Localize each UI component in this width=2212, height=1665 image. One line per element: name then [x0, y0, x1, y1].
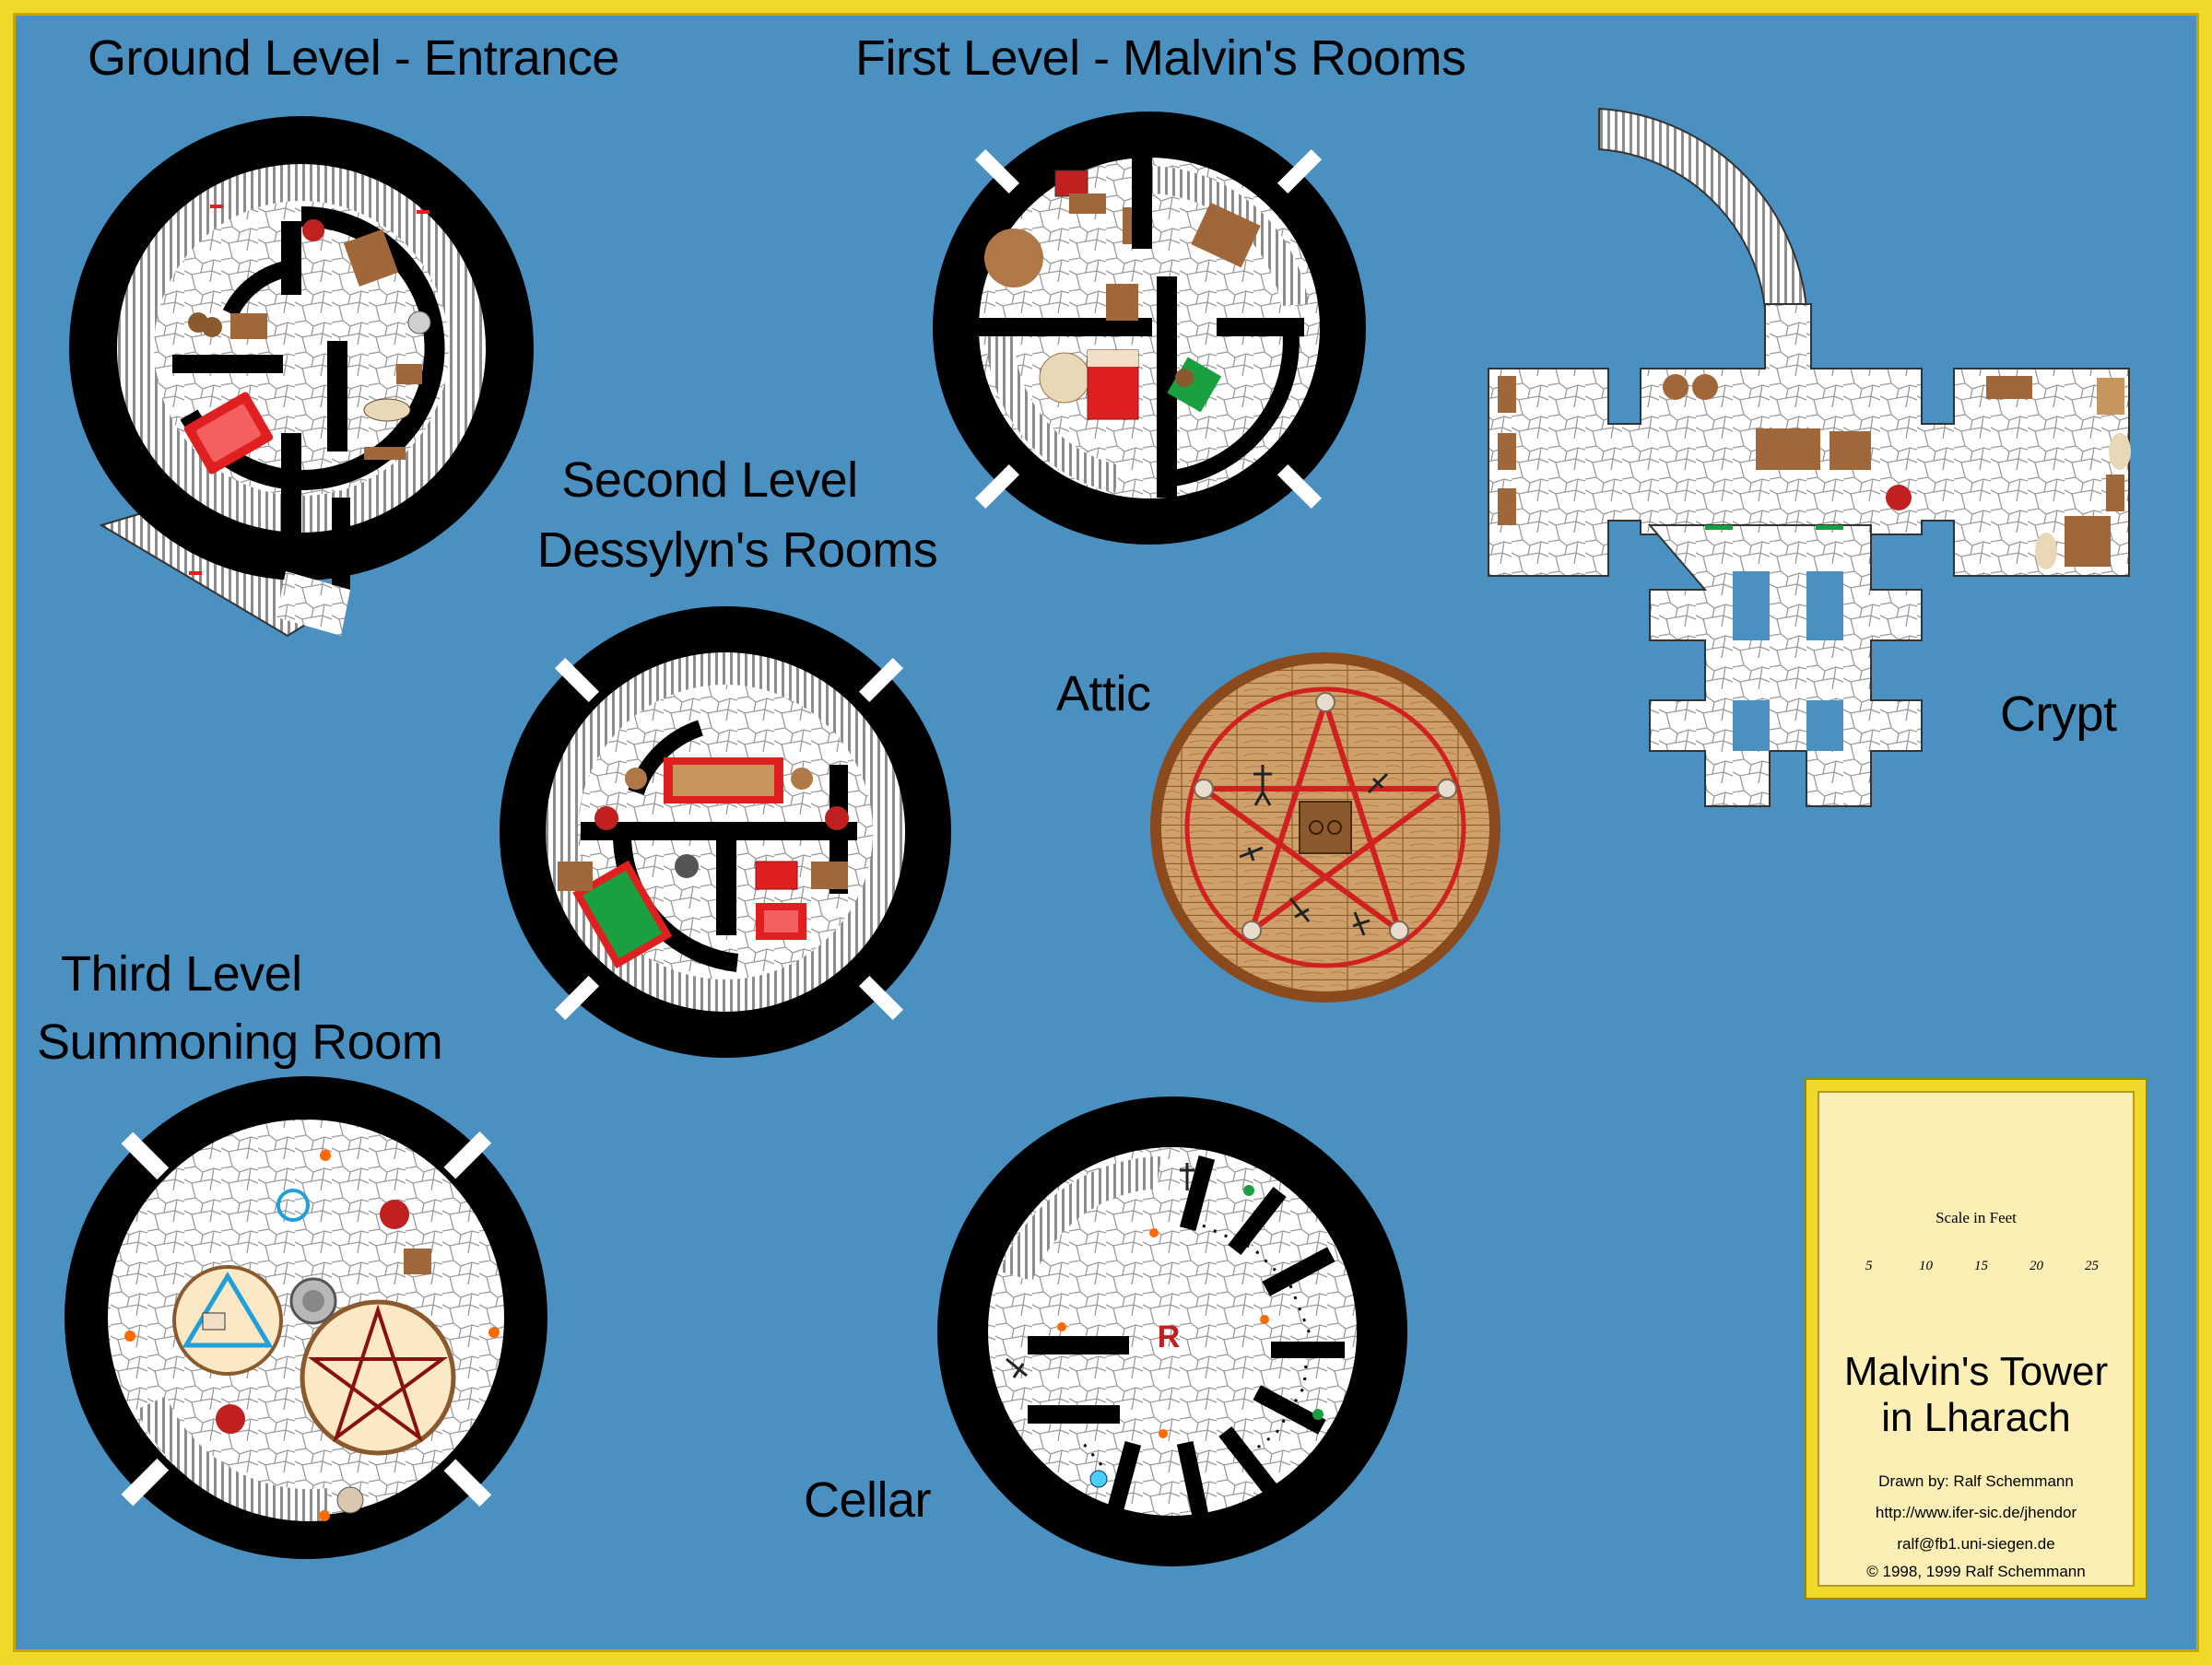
author-url[interactable]: http://www.ifer-sic.de/jhendor	[1875, 1504, 2077, 1521]
skeleton-icon	[1239, 765, 1389, 936]
scale-tick: 25	[2085, 1259, 2099, 1273]
second-level-map	[500, 606, 951, 1058]
first-level-map	[933, 111, 1366, 545]
scale-tick: 10	[1919, 1259, 1933, 1273]
crypt-map	[1488, 107, 2131, 807]
scale-tick: 5	[1865, 1259, 1873, 1273]
rune-mark: R	[1158, 1319, 1181, 1354]
scale-tick: 15	[1974, 1259, 1988, 1273]
fire-icon	[124, 1150, 500, 1521]
legend-panel: Scale in Feet 5 10 15 20 25 Malvin's Tow…	[1805, 1078, 2147, 1600]
scale-label: Scale in Feet	[1936, 1209, 2017, 1226]
label-attic: Attic	[1056, 666, 1151, 721]
legend-title-line2: in Lharach	[1881, 1395, 2071, 1440]
label-third-line1: Third Level	[61, 946, 302, 1002]
scale-ticks: 5 10 15 20 25	[1847, 1259, 2124, 1281]
drawn-by: Drawn by: Ralf Schemmann	[1878, 1472, 2074, 1490]
third-level-map	[65, 1076, 547, 1559]
label-crypt: Crypt	[2000, 686, 2117, 742]
triangle-icon	[182, 1272, 274, 1348]
label-second-line1: Second Level	[561, 452, 858, 508]
copyright: © 1998, 1999 Ralf Schemmann	[1866, 1563, 2086, 1580]
pentagram-icon	[1201, 699, 1450, 933]
label-third-level: Third Level Summoning Room	[37, 945, 443, 1071]
legend-title-line1: Malvin's Tower	[1843, 1349, 2109, 1394]
ground-level-map	[69, 116, 534, 638]
legend-inner: Scale in Feet 5 10 15 20 25 Malvin's Tow…	[1818, 1091, 2135, 1587]
scale-tick: 20	[2030, 1259, 2043, 1273]
legend-title: Malvin's Tower in Lharach	[1819, 1349, 2133, 1441]
author-email[interactable]: ralf@fb1.uni-siegen.de	[1897, 1535, 2055, 1553]
label-second-line2: Dessylyn's Rooms	[536, 522, 938, 578]
label-first-level: First Level - Malvin's Rooms	[855, 30, 1466, 86]
label-ground-level: Ground Level - Entrance	[88, 30, 619, 86]
cellar-map: R	[937, 1096, 1407, 1566]
attic-map	[1150, 652, 1500, 1003]
label-third-line2: Summoning Room	[37, 1014, 443, 1070]
label-cellar: Cellar	[804, 1472, 932, 1528]
label-second-level: Second Level Dessylyn's Rooms	[516, 451, 959, 579]
